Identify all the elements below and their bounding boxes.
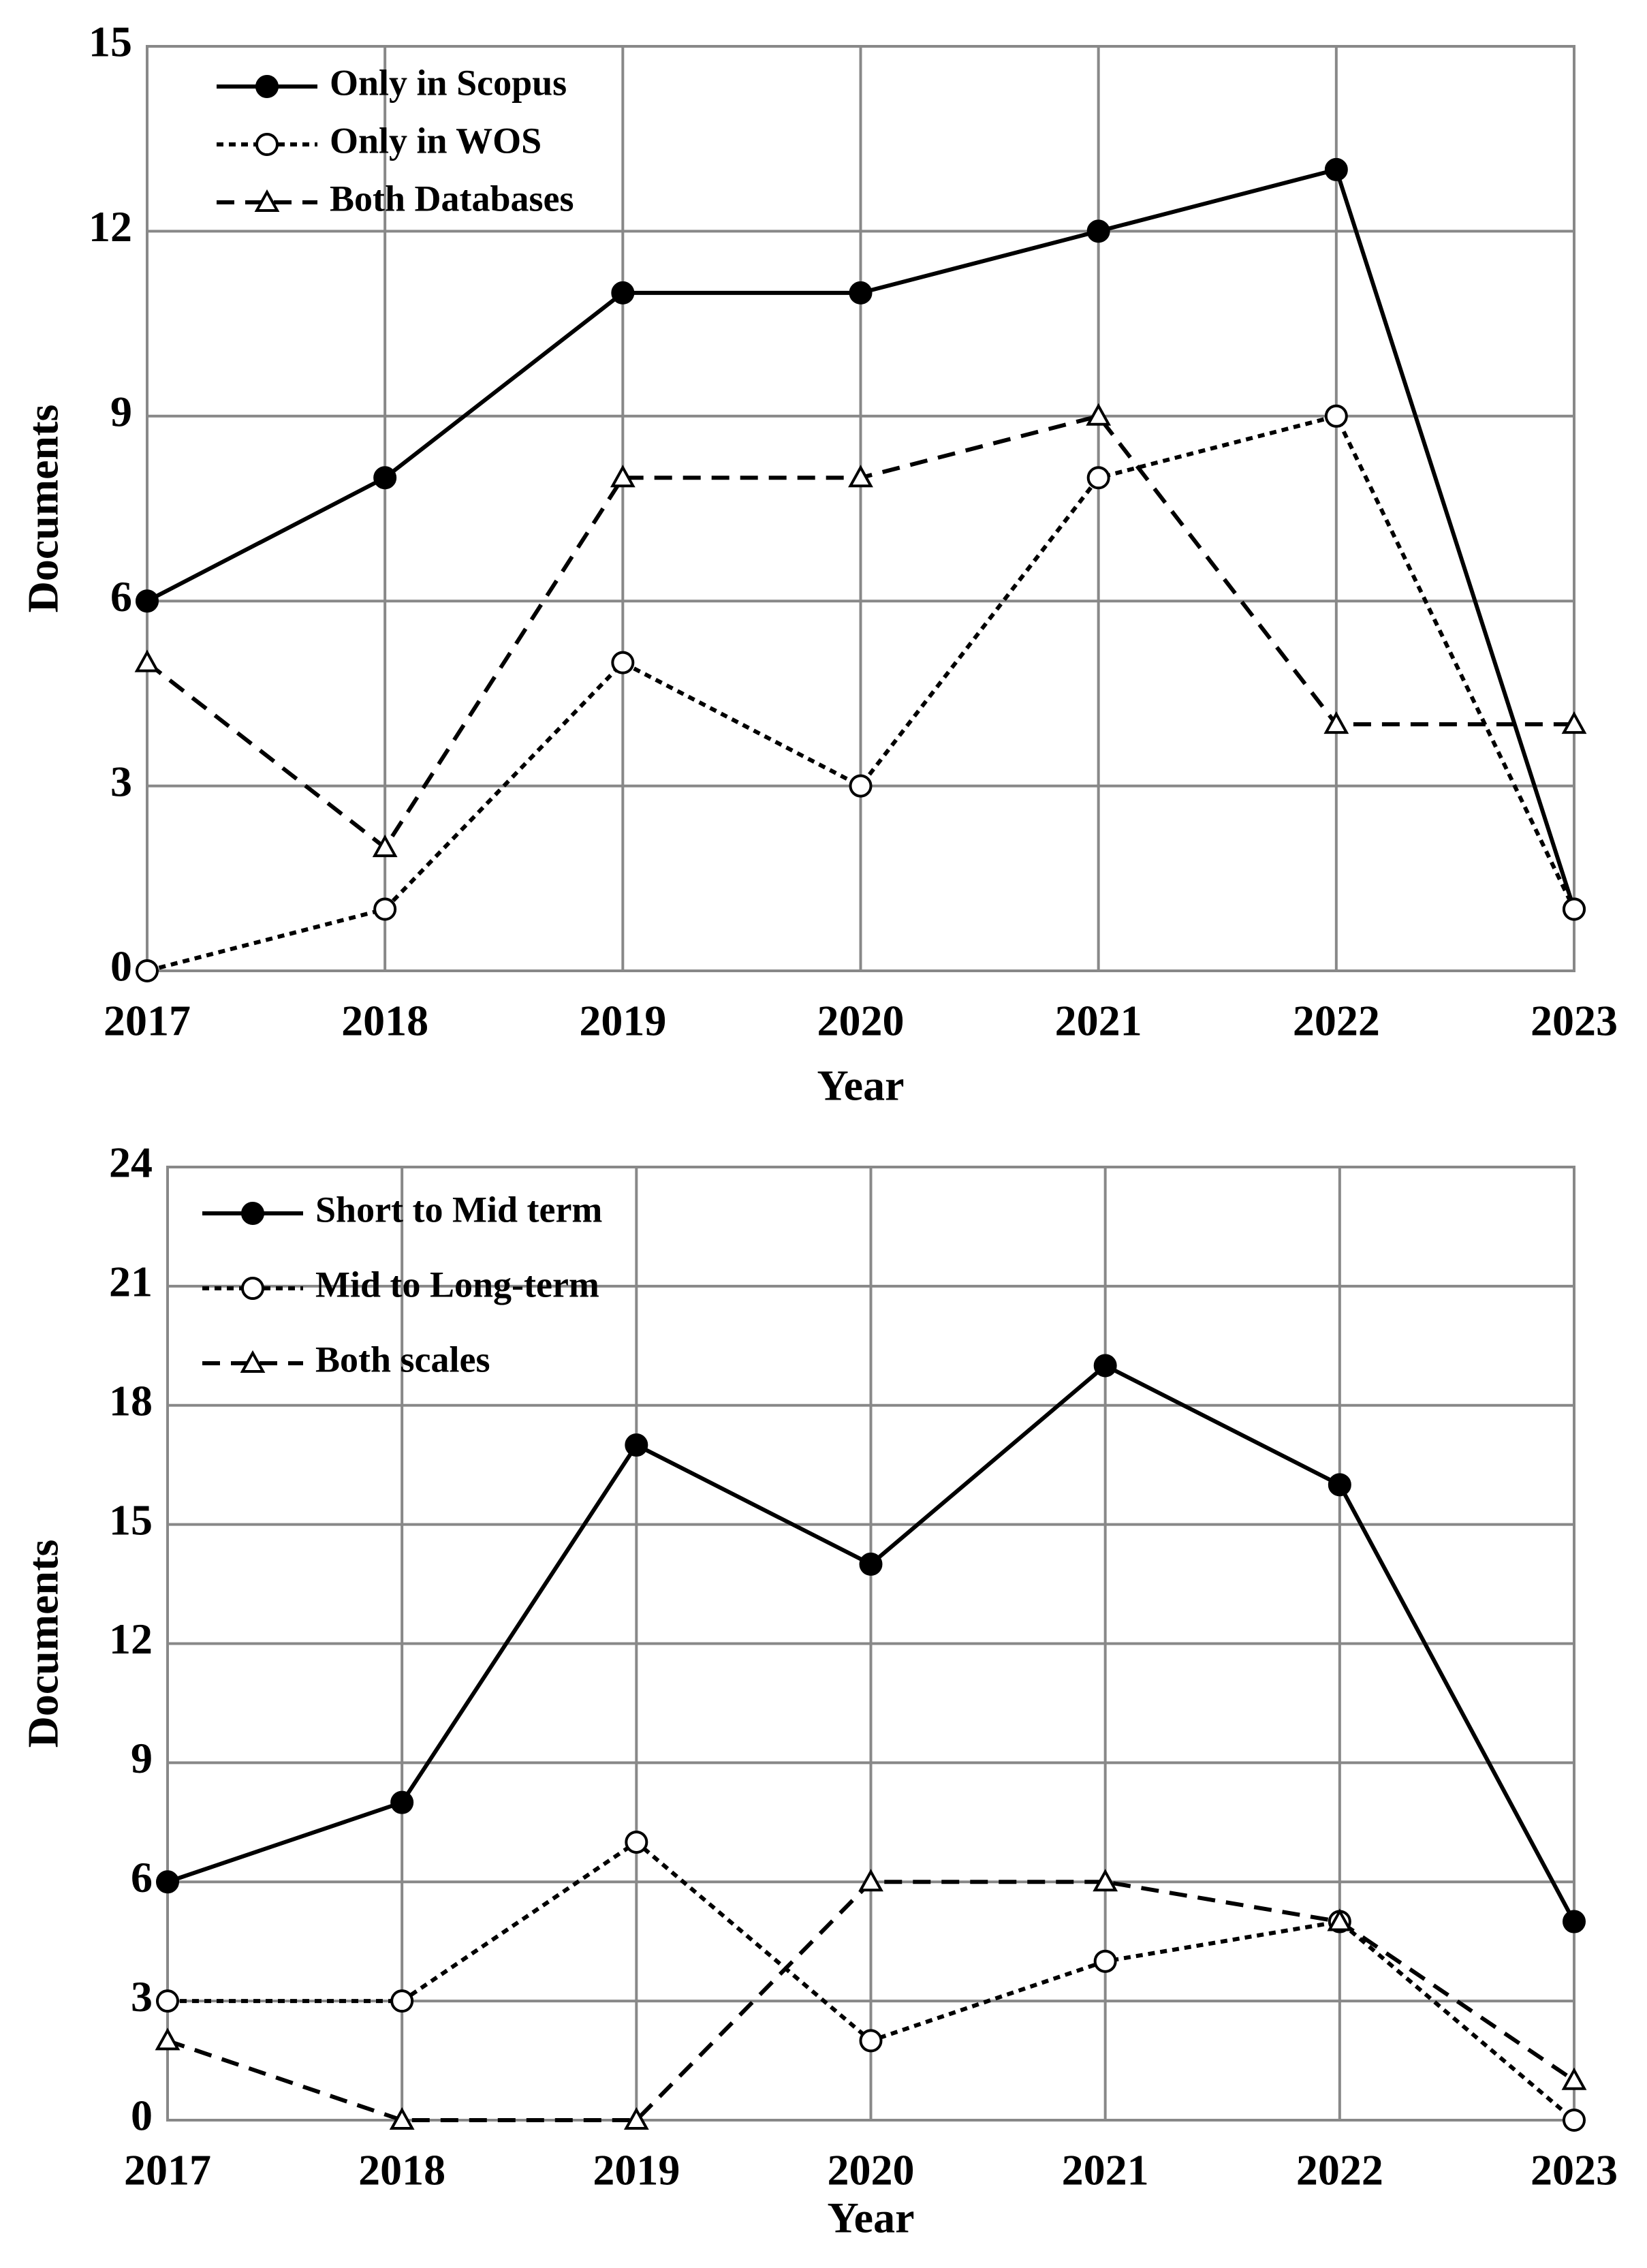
y-tick-label: 0 — [131, 2092, 153, 2140]
y-tick-label: 15 — [89, 18, 132, 66]
marker — [611, 281, 635, 305]
marker — [1563, 897, 1586, 921]
x-tick-label: 2018 — [341, 997, 428, 1045]
plot-frame — [146, 45, 1575, 972]
marker — [390, 1989, 414, 2013]
x-tick-label: 2022 — [1293, 997, 1380, 1045]
x-tick-label: 2020 — [828, 2146, 915, 2194]
x-tick-label: 2023 — [1531, 997, 1618, 1045]
marker — [859, 2029, 883, 2053]
marker — [255, 75, 279, 98]
marker — [373, 897, 397, 921]
marker — [241, 1277, 264, 1300]
marker — [849, 774, 873, 798]
marker — [625, 1830, 648, 1854]
marker — [1093, 1869, 1118, 1892]
marker — [389, 2107, 415, 2130]
x-tick-label: 2019 — [593, 2146, 680, 2194]
x-tick-label: 2017 — [124, 2146, 211, 2194]
marker — [1561, 711, 1587, 734]
x-tick-label: 2018 — [358, 2146, 445, 2194]
y-tick-label: 9 — [110, 387, 132, 435]
x-tick-label: 2020 — [817, 997, 905, 1045]
x-tick-label: 2017 — [104, 997, 191, 1045]
legend-label: Both Databases — [330, 178, 574, 219]
x-tick-label: 2021 — [1055, 997, 1142, 1045]
marker — [240, 1350, 266, 1373]
y-tick-label: 12 — [109, 1615, 153, 1663]
y-tick-label: 12 — [89, 202, 132, 251]
marker — [1086, 219, 1110, 243]
y-tick-label: 0 — [110, 942, 132, 991]
marker — [155, 2028, 181, 2051]
marker — [848, 465, 873, 488]
x-tick-label: 2021 — [1062, 2146, 1149, 2194]
marker — [1324, 404, 1348, 428]
marker — [611, 651, 635, 674]
marker — [254, 189, 280, 212]
legend-label: Only in Scopus — [330, 62, 567, 103]
chart: 0 3 6 9 12 15 18 21 24 2017 2018 2019 2020 2021 2022 20… — [19, 1138, 1618, 2242]
marker — [1561, 2067, 1587, 2090]
marker — [859, 1552, 883, 1576]
x-tick-label: 2023 — [1531, 2146, 1618, 2194]
y-tick-label: 18 — [109, 1376, 153, 1425]
y-axis-title: Documents — [19, 405, 67, 613]
plot-frame — [166, 1166, 1575, 2122]
y-tick-label: 24 — [109, 1138, 153, 1187]
marker — [1093, 1949, 1117, 1973]
marker — [610, 465, 636, 488]
y-tick-label: 3 — [110, 757, 132, 805]
marker — [1563, 2109, 1586, 2132]
x-tick-label: 2019 — [579, 997, 666, 1045]
marker — [1323, 711, 1349, 734]
marker — [1093, 1354, 1117, 1378]
marker — [1563, 1910, 1586, 1933]
marker — [156, 1870, 179, 1894]
chart: 0 3 6 9 12 15 2017 2018 2019 2020 2021 2022 2023 Year… — [19, 18, 1618, 1110]
marker — [1086, 403, 1112, 426]
marker — [623, 2107, 649, 2130]
marker — [156, 1989, 179, 2013]
marker — [373, 466, 397, 490]
marker — [390, 1790, 414, 1814]
y-tick-label: 15 — [109, 1495, 153, 1544]
marker — [372, 834, 398, 858]
legend-label: Both scales — [315, 1339, 490, 1380]
legend-label: Mid to Long-term — [315, 1264, 599, 1305]
marker — [1324, 157, 1348, 181]
legend-label: Only in WOS — [330, 120, 542, 161]
marker — [625, 1433, 648, 1457]
y-axis-title: Documents — [19, 1540, 67, 1748]
marker — [858, 1869, 883, 1892]
marker — [849, 281, 873, 305]
marker — [255, 133, 279, 156]
x-axis-title: Year — [828, 2194, 915, 2242]
y-tick-label: 21 — [109, 1258, 153, 1306]
x-tick-label: 2022 — [1296, 2146, 1383, 2194]
marker — [1327, 1908, 1353, 1931]
legend-label: Short to Mid term — [315, 1189, 602, 1230]
y-tick-label: 6 — [131, 1853, 153, 1901]
y-tick-label: 9 — [131, 1734, 153, 1782]
x-axis-title: Year — [817, 1061, 905, 1110]
marker — [1086, 466, 1110, 490]
marker — [136, 589, 159, 613]
y-tick-label: 6 — [110, 572, 132, 621]
y-tick-label: 3 — [131, 1972, 153, 2021]
marker — [134, 649, 160, 672]
marker — [136, 959, 159, 982]
marker — [1328, 1473, 1351, 1497]
marker — [241, 1202, 264, 1225]
